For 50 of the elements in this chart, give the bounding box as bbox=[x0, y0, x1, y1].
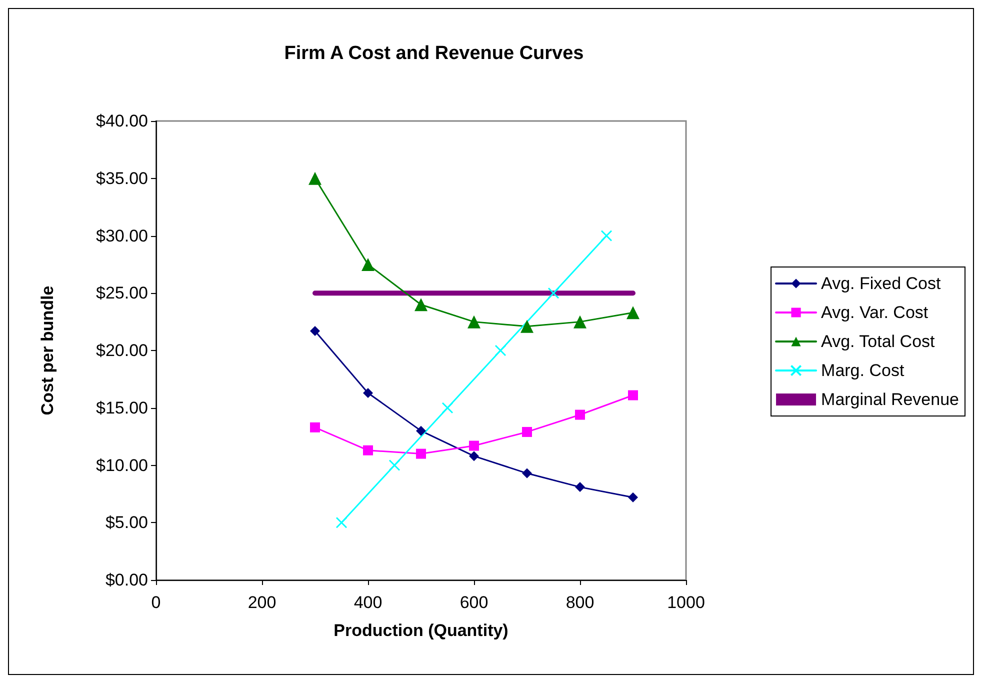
legend-label: Marg. Cost bbox=[821, 361, 904, 380]
x-tick-label: 0 bbox=[151, 593, 161, 612]
point bbox=[494, 344, 506, 356]
y-tick-label: $25.00 bbox=[96, 284, 148, 303]
point bbox=[626, 306, 640, 320]
point bbox=[548, 287, 560, 299]
point bbox=[574, 315, 586, 328]
y-axis-title: Cost per bundle bbox=[38, 286, 57, 416]
x-tick-label: 400 bbox=[354, 593, 382, 612]
legend-label: Avg. Total Cost bbox=[821, 332, 936, 351]
x-tick-label: 800 bbox=[566, 593, 594, 612]
point bbox=[575, 410, 585, 420]
legend-label: Marginal Revenue bbox=[821, 390, 959, 409]
point bbox=[442, 402, 454, 414]
x-tick-label: 200 bbox=[248, 593, 276, 612]
y-tick-label: $15.00 bbox=[96, 398, 148, 418]
point bbox=[308, 172, 322, 185]
y-tick-label: $35.00 bbox=[96, 168, 148, 188]
point bbox=[600, 230, 612, 242]
point bbox=[468, 315, 480, 328]
y-tick-label: $10.00 bbox=[96, 456, 148, 475]
point bbox=[469, 440, 479, 451]
point bbox=[520, 320, 534, 333]
point bbox=[363, 388, 373, 398]
y-tick-label: $5.00 bbox=[105, 513, 148, 532]
point bbox=[363, 445, 373, 456]
y-tick-label: $20.00 bbox=[96, 341, 148, 360]
point bbox=[388, 460, 400, 471]
y-tick-label: $30.00 bbox=[96, 226, 148, 246]
point bbox=[414, 298, 428, 312]
point bbox=[336, 516, 348, 528]
point bbox=[522, 426, 532, 437]
point bbox=[362, 258, 374, 271]
legend-label: Avg. Var. Cost bbox=[821, 303, 928, 322]
point bbox=[469, 451, 479, 462]
chart-title: Firm A Cost and Revenue Curves bbox=[284, 43, 584, 64]
point bbox=[310, 422, 320, 432]
y-tick-label: $40.00 bbox=[96, 112, 148, 130]
y-tick-label: $0.00 bbox=[105, 570, 148, 590]
x-axis-title: Production (Quantity) bbox=[334, 621, 508, 640]
x-tick-label: 600 bbox=[460, 593, 488, 612]
point bbox=[575, 482, 585, 492]
point bbox=[522, 468, 532, 478]
point bbox=[628, 492, 638, 502]
point bbox=[416, 448, 426, 459]
point bbox=[628, 390, 638, 400]
legend-label: Avg. Fixed Cost bbox=[821, 274, 941, 293]
point bbox=[416, 426, 426, 436]
point bbox=[310, 326, 320, 336]
x-tick-label: 1000 bbox=[667, 593, 705, 612]
